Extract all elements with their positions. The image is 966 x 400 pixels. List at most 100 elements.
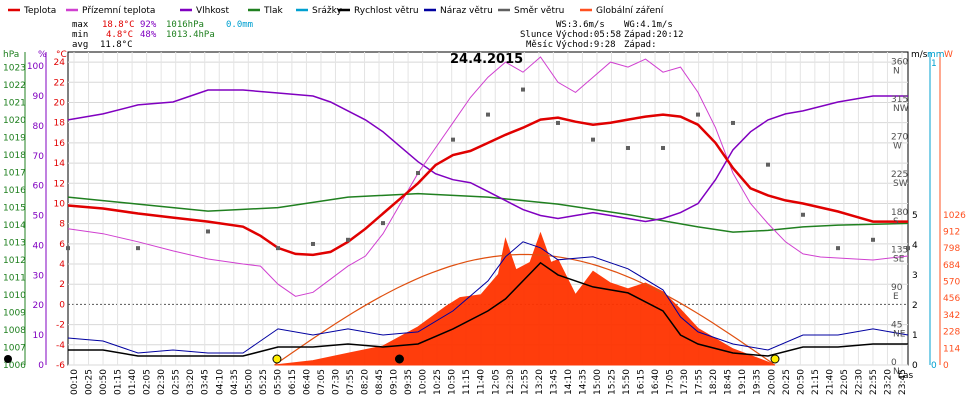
moon-set: Západ: xyxy=(624,40,657,50)
legend-label: Vlhkost xyxy=(196,6,229,16)
radiation-tick-label: 228 xyxy=(943,328,960,338)
sun-set: Západ:20:12 xyxy=(624,30,684,40)
sunrise-marker xyxy=(272,354,282,364)
temperature-tick-label: 24 xyxy=(54,58,66,68)
stat-max-hum: 92% xyxy=(140,20,157,30)
x-tick-label: 05:50 xyxy=(273,369,283,395)
legend-label: Srážky xyxy=(312,6,343,16)
wind-speed-info: WS:3.6m/s xyxy=(556,20,605,30)
x-tick-label: 22:55 xyxy=(869,369,879,395)
x-tick-label: 12:05 xyxy=(491,369,501,395)
temperature-tick-label: 10 xyxy=(54,199,66,209)
wind-speed-tick-label: 5 xyxy=(912,211,918,221)
wind-direction-point xyxy=(836,246,840,251)
x-tick-label: 10:50 xyxy=(448,369,458,395)
x-tick-label: 17:30 xyxy=(680,369,690,395)
wind-speed-tick-label: 4 xyxy=(912,241,918,251)
x-tick-label: 12:30 xyxy=(506,369,516,395)
x-tick-label: 00:50 xyxy=(99,369,109,395)
pressure-tick-label: 1008 xyxy=(3,326,26,336)
x-tick-label: 19:10 xyxy=(738,369,748,395)
axes-layer: 1006100710081009101010111012101310141015… xyxy=(3,50,966,395)
direction-tick-degree: 360 xyxy=(891,58,908,68)
wind-direction-point xyxy=(521,87,525,92)
wind-direction-point xyxy=(276,246,280,251)
pressure-tick-label: 1010 xyxy=(3,291,26,301)
wind-direction-point xyxy=(906,246,910,251)
x-tick-label: 07:05 xyxy=(317,369,327,395)
direction-tick-degree: 315 xyxy=(891,95,908,105)
wind-direction-point xyxy=(696,112,700,117)
x-tick-label: 03:20 xyxy=(186,369,196,395)
temperature-tick-label: 18 xyxy=(54,119,66,129)
legend-label: Tlak xyxy=(263,6,284,16)
sun-label: Slunce xyxy=(520,30,553,40)
chart-title: 24.4.2015 xyxy=(450,52,523,67)
solar-layer xyxy=(274,231,776,366)
stat-min-hum: 48% xyxy=(140,30,157,40)
stat-max-temp: 18.8°C xyxy=(102,20,135,30)
humidity-tick-label: 20 xyxy=(33,301,45,311)
x-tick-label: 06:40 xyxy=(302,369,312,395)
direction-tick-degree: 0 xyxy=(891,358,897,368)
temperature-tick-label: -6 xyxy=(56,361,65,371)
humidity-tick-label: 50 xyxy=(33,212,45,222)
pressure-tick-label: 1021 xyxy=(3,99,26,109)
x-tick-label: 02:55 xyxy=(172,369,182,395)
wind-direction-point xyxy=(871,237,875,242)
x-tick-label: 20:00 xyxy=(767,369,777,395)
wind-speed-line xyxy=(68,261,908,357)
temperature-tick-label: 22 xyxy=(54,78,65,88)
info-block: WS:3.6m/s WG:4.1m/s Slunce Východ:05:58 … xyxy=(520,20,684,50)
x-tick-label: 22:30 xyxy=(854,369,864,395)
x-tick-label: 09:35 xyxy=(404,369,414,395)
x-tick-label: 14:35 xyxy=(578,369,588,395)
humidity-tick-label: 30 xyxy=(33,271,45,281)
humidity-tick-label: 80 xyxy=(33,122,45,132)
wind-speed-tick-label: 2 xyxy=(912,301,918,311)
direction-tick-label: N xyxy=(893,367,900,377)
stat-min-temp: 4.8°C xyxy=(106,30,133,40)
humidity-tick-label: 0 xyxy=(38,361,44,371)
x-tick-label: 06:15 xyxy=(288,369,298,395)
stat-avg-label: avg xyxy=(72,40,88,50)
legend: Teplota Přízemní teplota Vlhkost Tlak Srážky… xyxy=(8,6,664,16)
direction-tick-label: N xyxy=(893,67,900,77)
wind-gust-info: WG:4.1m/s xyxy=(624,20,673,30)
x-tick-label: 23:45 xyxy=(898,369,908,395)
x-tick-label: 04:10 xyxy=(215,369,225,395)
humidity-tick-label: 40 xyxy=(33,241,45,251)
solar-radiation-area xyxy=(274,231,776,366)
pressure-line xyxy=(67,192,909,233)
x-tick-label: 00:25 xyxy=(85,369,95,395)
direction-tick-label: SE xyxy=(893,254,905,264)
x-tick-label: 01:15 xyxy=(114,369,124,395)
temperature-tick-label: 8 xyxy=(59,220,65,230)
pressure-axis-label: hPa xyxy=(3,50,19,60)
x-tick-label: 15:25 xyxy=(607,369,617,395)
x-tick-label: 11:15 xyxy=(462,369,472,395)
humidity-tick-label: 90 xyxy=(33,92,45,102)
humidity-tick-label: 100 xyxy=(27,62,44,72)
stats-block: max 18.8°C 92% 1016hPa 0.0mm min 4.8°C 4… xyxy=(72,20,253,50)
wind-direction-point xyxy=(486,112,490,117)
pressure-tick-label: 1011 xyxy=(3,274,26,284)
x-tick-label: 05:25 xyxy=(259,369,269,395)
direction-tick-label: SW xyxy=(893,179,908,189)
wind-speed-tick-label: 3 xyxy=(912,271,918,281)
humidity-line xyxy=(67,89,908,223)
x-tick-label: 15:50 xyxy=(622,369,632,395)
stat-avg-temp: 11.8°C xyxy=(100,40,133,50)
wind-direction-point xyxy=(66,246,70,251)
direction-tick-label: NW xyxy=(893,104,909,114)
wind-speed-axis-label: m/s xyxy=(911,50,928,60)
temperature-tick-label: 20 xyxy=(54,98,66,108)
wind-direction-point xyxy=(416,171,420,176)
temperature-tick-label: 6 xyxy=(59,240,65,250)
legend-label: Teplota xyxy=(23,6,56,16)
x-tick-label: 17:55 xyxy=(695,369,705,395)
x-tick-label: 05:00 xyxy=(244,369,254,395)
x-tick-label: 04:35 xyxy=(230,369,240,395)
x-tick-label: 10:25 xyxy=(433,369,443,395)
